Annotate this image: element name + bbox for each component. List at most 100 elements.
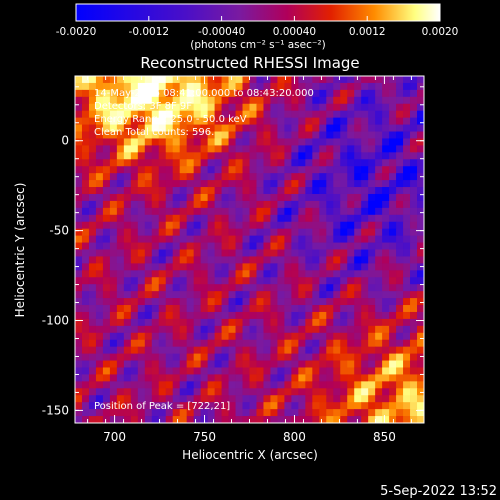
heatmap-cell [305,291,313,299]
heatmap-cell [165,166,174,174]
heatmap-cell [347,388,355,396]
heatmap-cell [144,82,153,91]
heatmap-cell [109,82,118,91]
heatmap-cell [389,214,397,223]
heatmap-cell [95,76,104,84]
heatmap-cell [165,110,174,119]
heatmap-cell [228,110,236,119]
heatmap-cell [165,96,174,105]
heatmap-cell [165,235,174,243]
heatmap-cell [361,193,369,202]
heatmap-cell [263,388,271,396]
heatmap-cell [109,249,118,257]
heatmap-cell [144,311,153,320]
heatmap-cell [75,221,83,230]
heatmap-cell [319,242,327,250]
heatmap-cell [242,367,250,375]
heatmap-cell [312,207,320,216]
heatmap-cell [235,284,243,292]
heatmap-cell [151,325,160,334]
heatmap-cell [88,249,97,257]
heatmap-cell [368,263,376,271]
heatmap-cell [326,138,334,146]
heatmap-cell [102,409,111,417]
heatmap-cell [284,82,292,91]
heatmap-cell [389,180,397,188]
heatmap-cell [109,291,118,299]
heatmap-cell [102,339,111,348]
heatmap-cell [305,117,313,125]
heatmap-cell [95,193,104,202]
heatmap-cell [312,228,320,237]
heatmap-cell [228,138,236,146]
heatmap-cell [375,270,383,278]
heatmap-cell [130,131,139,139]
heatmap-cell [305,381,313,389]
heatmap-cell [102,305,111,313]
heatmap-cell [368,235,376,243]
heatmap-cell [186,374,195,382]
heatmap-cell [340,89,348,98]
heatmap-cell [312,346,320,354]
heatmap-cell [228,193,236,202]
heatmap-cell [305,360,313,368]
heatmap-cell [361,277,369,285]
heatmap-cell [88,277,97,285]
heatmap-cell [389,256,397,264]
heatmap-cell [347,180,355,188]
heatmap-cell [165,346,174,354]
heatmap-cell [109,416,118,423]
heatmap-cell [228,416,236,423]
heatmap-cell [214,152,222,160]
heatmap-cell [270,256,278,264]
heatmap-cell [102,235,111,243]
heatmap-cell [396,145,404,153]
heatmap-cell [81,193,90,202]
heatmap-cell [354,305,362,313]
heatmap-cell [319,270,327,278]
heatmap-cell [375,242,383,250]
heatmap-cell [228,76,236,84]
heatmap-cell [151,409,160,417]
heatmap-cell [81,214,90,223]
heatmap-cell [298,346,306,354]
heatmap-cell [130,117,139,125]
heatmap-cell [186,221,195,230]
heatmap-cell [123,367,132,375]
heatmap-cell [165,298,174,306]
heatmap-cell [340,228,348,237]
heatmap-cell [109,193,118,202]
heatmap-cell [389,145,397,153]
heatmap-cell [326,402,334,410]
heatmap-cell [130,235,139,243]
heatmap-cell [284,173,292,181]
heatmap-cell [312,145,320,153]
heatmap-cell [347,318,355,327]
heatmap-cell [319,145,327,153]
heatmap-cell [319,96,327,105]
heatmap-cell [291,110,299,119]
heatmap-cell [319,353,327,361]
heatmap-cell [291,332,299,341]
heatmap-cell [228,277,236,285]
heatmap-cell [389,381,397,389]
heatmap-cell [249,409,257,417]
heatmap-cell [179,89,188,98]
heatmap-cell [186,103,195,112]
heatmap-cell [186,249,195,257]
heatmap-cell [410,367,418,375]
heatmap-cell [354,284,362,292]
heatmap-cell [151,180,160,188]
heatmap-cell [396,409,404,417]
heatmap-cell [354,82,362,91]
heatmap-cell [95,124,104,132]
heatmap-cell [172,395,181,403]
heatmap-cell [326,374,334,382]
heatmap-cell [102,96,111,105]
heatmap-cell [284,207,292,216]
heatmap-cell [298,235,306,243]
heatmap-cell [109,235,118,243]
heatmap-cell [396,152,404,160]
heatmap-cell [319,284,327,292]
heatmap-cell [235,200,243,209]
